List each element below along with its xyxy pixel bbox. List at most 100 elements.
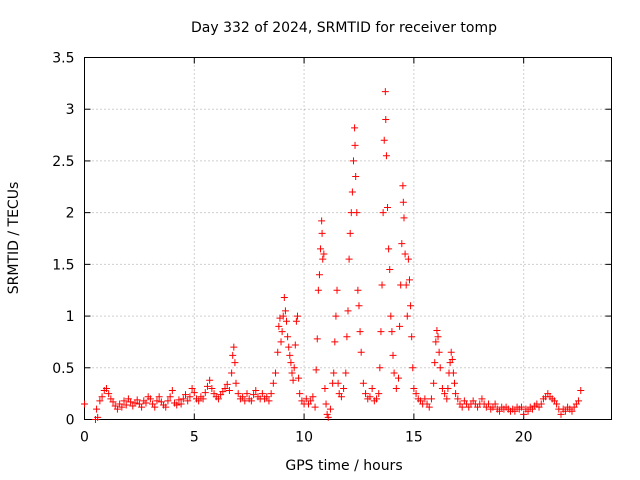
data-point <box>289 376 297 384</box>
data-point <box>575 397 583 405</box>
data-point <box>433 327 441 335</box>
data-point <box>381 88 389 96</box>
data-point <box>323 410 331 418</box>
data-point <box>186 393 194 401</box>
data-point <box>425 403 433 411</box>
data-point <box>164 397 172 405</box>
data-point <box>109 398 117 406</box>
data-point <box>375 390 383 398</box>
data-point <box>263 393 271 401</box>
data-point <box>443 395 451 403</box>
data-point <box>318 217 326 225</box>
data-point <box>357 348 365 356</box>
data-point <box>309 393 317 401</box>
data-point <box>478 395 486 403</box>
data-point <box>561 407 569 415</box>
data-point <box>168 387 176 395</box>
data-point <box>348 188 356 196</box>
data-point <box>395 374 403 382</box>
data-point <box>349 157 357 165</box>
data-point <box>146 395 154 403</box>
data-points <box>81 88 585 423</box>
data-point <box>175 396 183 404</box>
data-point <box>105 390 113 398</box>
y-tick-label: 3.5 <box>52 51 74 67</box>
data-point <box>239 393 247 401</box>
data-point <box>390 369 398 377</box>
data-point <box>311 403 319 411</box>
data-point <box>234 390 242 398</box>
data-point <box>230 343 238 351</box>
data-point <box>568 407 576 415</box>
data-point <box>98 393 106 401</box>
data-point <box>368 384 376 392</box>
data-point <box>400 214 408 222</box>
data-point <box>184 397 192 405</box>
data-point <box>333 286 341 294</box>
data-point <box>387 312 395 320</box>
data-point <box>321 384 329 392</box>
data-point <box>173 401 181 409</box>
data-point <box>94 413 102 421</box>
data-point <box>142 399 150 407</box>
data-point <box>267 390 275 398</box>
data-point <box>93 405 101 413</box>
data-point <box>199 395 207 403</box>
data-point <box>277 338 285 346</box>
plot-frame <box>84 57 612 420</box>
data-point <box>434 333 442 341</box>
data-point <box>389 351 397 359</box>
data-point <box>120 397 128 405</box>
data-point <box>287 359 295 367</box>
data-point <box>410 384 418 392</box>
data-point <box>392 384 400 392</box>
data-point <box>127 398 135 406</box>
data-point <box>133 396 141 404</box>
data-point <box>221 384 229 392</box>
data-point <box>407 302 415 310</box>
x-axis-label: GPS time / hours <box>285 458 402 474</box>
data-point <box>334 379 342 387</box>
data-point <box>432 338 440 346</box>
x-tick-label: 15 <box>405 430 423 446</box>
data-point <box>315 271 323 279</box>
data-point <box>274 348 282 356</box>
data-point <box>225 387 233 395</box>
data-point <box>377 328 385 336</box>
data-point <box>166 393 174 401</box>
data-point <box>431 359 439 367</box>
data-point <box>223 380 231 388</box>
x-tick-label: 10 <box>295 430 313 446</box>
data-point <box>102 384 110 392</box>
data-point <box>402 281 410 289</box>
grid <box>84 57 612 420</box>
data-point <box>330 369 338 377</box>
data-point <box>351 124 359 132</box>
data-point <box>324 413 332 421</box>
data-point <box>354 286 362 294</box>
data-point <box>345 255 353 263</box>
data-point <box>382 116 390 124</box>
y-tick-label: 1.5 <box>52 257 74 273</box>
data-point <box>399 198 407 206</box>
data-point <box>577 387 585 395</box>
data-point <box>151 403 159 411</box>
data-point <box>285 343 293 351</box>
data-point <box>243 390 251 398</box>
data-point <box>399 182 407 190</box>
data-point <box>340 384 348 392</box>
data-point <box>449 369 457 377</box>
data-point <box>177 400 185 408</box>
data-point <box>208 384 216 392</box>
data-point <box>352 172 360 180</box>
data-point <box>283 317 291 325</box>
data-point <box>241 397 249 405</box>
data-point <box>444 384 452 392</box>
x-tick-label: 0 <box>80 430 89 446</box>
data-point <box>214 395 222 403</box>
data-point <box>250 391 258 399</box>
data-point <box>269 379 277 387</box>
data-point <box>81 400 88 408</box>
data-point <box>206 376 214 384</box>
data-point <box>448 356 456 364</box>
